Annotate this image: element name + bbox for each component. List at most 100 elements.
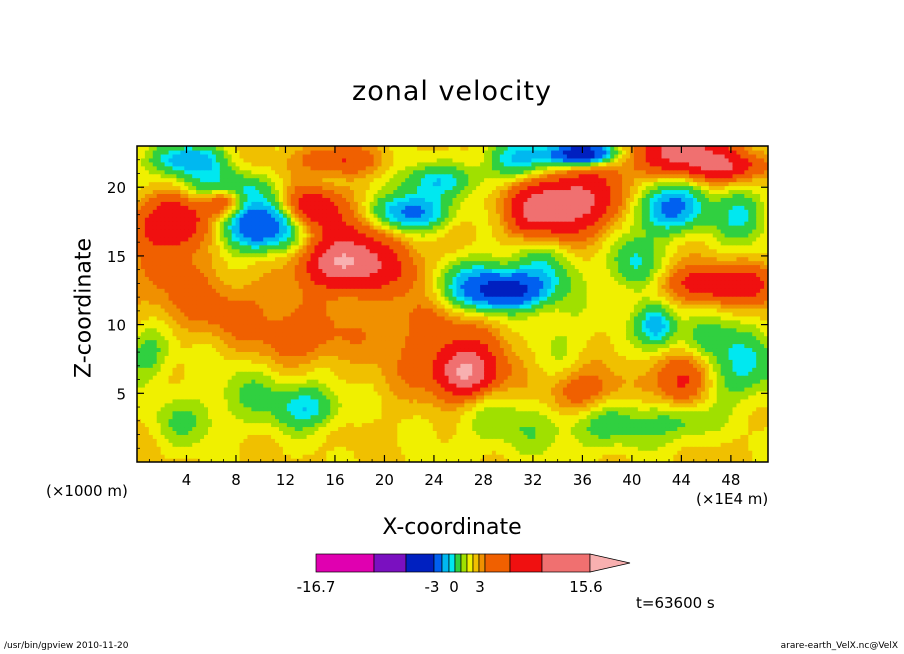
field-cell: [748, 434, 753, 439]
field-cell: [267, 359, 272, 364]
field-cell: [689, 422, 694, 428]
field-cell: [231, 426, 237, 431]
field-cell: [472, 402, 477, 408]
field-cell: [148, 339, 154, 345]
field-cell: [712, 402, 718, 408]
field-cell: [310, 458, 316, 462]
field-cell: [641, 414, 647, 420]
field-cell: [251, 446, 256, 451]
field-cell: [693, 379, 698, 384]
field-cell: [172, 434, 178, 439]
field-cell: [361, 442, 367, 447]
field-cell: [511, 339, 517, 345]
field-cell: [401, 414, 406, 420]
field-cell: [622, 422, 627, 428]
field-cell: [527, 430, 532, 435]
field-cell: [610, 426, 615, 431]
field-cell: [405, 402, 410, 408]
field-cell: [322, 426, 327, 431]
field-cell: [152, 390, 158, 396]
field-cell: [673, 351, 678, 356]
field-cell: [700, 450, 706, 455]
field-cell: [342, 363, 347, 368]
field-cell: [531, 367, 536, 372]
field-cell: [661, 402, 667, 408]
field-cell: [464, 398, 469, 404]
field-cell: [409, 398, 414, 404]
field-cell: [393, 406, 398, 412]
field-cell: [618, 367, 623, 372]
field-cell: [732, 398, 738, 404]
field-cell: [716, 383, 722, 388]
field-cell: [409, 379, 414, 384]
field-cell: [168, 442, 174, 447]
field-cell: [440, 414, 446, 420]
field-cell: [168, 438, 174, 443]
field-cell: [152, 343, 158, 349]
field-cell: [633, 454, 639, 459]
field-cell: [417, 454, 422, 459]
field-cell: [566, 351, 572, 356]
field-cell: [732, 426, 738, 431]
field-cell: [515, 454, 521, 459]
field-cell: [346, 442, 351, 447]
field-cell: [424, 339, 430, 345]
field-cell: [310, 406, 316, 412]
field-cell: [499, 438, 505, 443]
field-cell: [716, 410, 722, 416]
field-cell: [298, 426, 304, 431]
field-cell: [704, 375, 710, 380]
field-cell: [176, 458, 181, 462]
field-cell: [748, 446, 753, 451]
field-cell: [535, 414, 540, 420]
field-cell: [539, 351, 544, 356]
field-cell: [543, 442, 548, 447]
field-cell: [677, 383, 682, 388]
field-cell: [669, 434, 674, 439]
field-cell: [602, 343, 607, 349]
field-cell: [239, 375, 245, 380]
field-cell: [223, 430, 229, 435]
field-cell: [736, 367, 741, 372]
field-cell: [322, 410, 327, 416]
field-cell: [693, 375, 698, 380]
field-cell: [669, 383, 674, 388]
field-cell: [330, 446, 335, 451]
field-cell: [413, 355, 418, 360]
field-cell: [310, 363, 316, 368]
field-cell: [598, 438, 603, 443]
field-cell: [487, 414, 493, 420]
field-cell: [349, 355, 355, 360]
field-cell: [436, 458, 442, 462]
field-cell: [649, 371, 655, 376]
field-cell: [728, 390, 734, 396]
field-cell: [610, 442, 615, 447]
field-cell: [188, 430, 193, 435]
field-cell: [645, 430, 651, 435]
field-cell: [164, 363, 170, 368]
field-cell: [180, 375, 185, 380]
field-cell: [594, 414, 600, 420]
field-cell: [641, 438, 647, 443]
field-cell: [760, 450, 765, 455]
field-cell: [255, 375, 260, 380]
field-cell: [251, 375, 256, 380]
field-cell: [716, 367, 722, 372]
field-cell: [618, 410, 623, 416]
field-cell: [342, 414, 347, 420]
field-cell: [480, 347, 485, 352]
field-cell: [523, 442, 529, 447]
field-cell: [401, 351, 406, 356]
field-cell: [338, 367, 343, 372]
field-cell: [310, 438, 316, 443]
field-cell: [626, 383, 631, 388]
field-cell: [535, 371, 540, 376]
field-cell: [519, 383, 525, 388]
field-cell: [389, 351, 394, 356]
field-cell: [487, 386, 493, 392]
field-cell: [298, 375, 304, 380]
field-cell: [677, 406, 682, 412]
field-cell: [176, 359, 181, 364]
field-cell: [697, 383, 702, 388]
